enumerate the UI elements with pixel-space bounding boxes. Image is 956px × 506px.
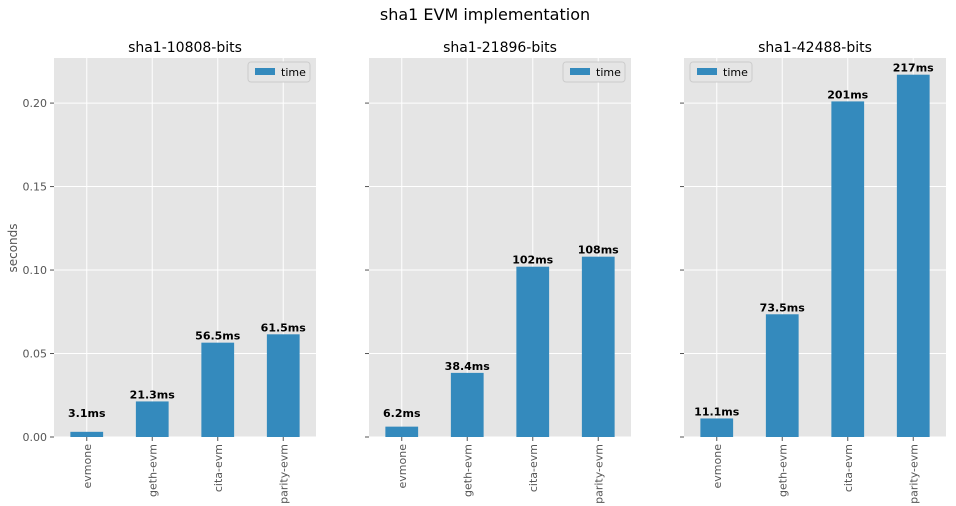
subplot-1: 0.00 0.05 0.10 0.15 0.20 3.1ms evmone 21.3ms get… <box>23 40 316 504</box>
bar-geth-evm <box>765 314 799 437</box>
legend-box <box>247 61 311 83</box>
legend-label: time <box>281 66 306 79</box>
x-tick-label: cita-evm <box>842 444 855 492</box>
x-tick-label: geth-evm <box>776 444 789 497</box>
data-label: 3.1ms <box>68 407 106 420</box>
data-label: 108ms <box>578 244 619 257</box>
bar-cita-evm <box>516 266 550 437</box>
bar-evmone <box>385 426 419 437</box>
y-tick-label: 0.00 <box>23 431 48 444</box>
bar-parity-evm <box>581 256 615 437</box>
x-tick-label: evmone <box>81 444 94 489</box>
data-label: 56.5ms <box>195 330 241 343</box>
legend-box <box>689 61 753 83</box>
subplot-title: sha1-10808-bits <box>128 40 242 56</box>
data-label: 102ms <box>512 254 553 267</box>
x-tick-label: cita-evm <box>212 444 225 492</box>
figure-title: sha1 EVM implementation <box>380 5 590 24</box>
data-label: 21.3ms <box>130 388 176 401</box>
data-label: 73.5ms <box>760 301 806 314</box>
legend: time <box>247 61 311 83</box>
x-tick-label: geth-evm <box>146 444 159 497</box>
bar-cita-evm <box>201 342 235 437</box>
x-tick-label: evmone <box>711 444 724 489</box>
data-label: 201ms <box>827 88 868 101</box>
bar-geth-evm <box>135 401 169 437</box>
bar-geth-evm <box>450 372 484 437</box>
subplot-2: 6.2ms evmone 38.4ms geth-evm 102ms cita-evm 10… <box>365 40 631 504</box>
data-label: 6.2ms <box>383 407 421 420</box>
bar-parity-evm <box>896 74 930 437</box>
legend-swatch <box>697 68 717 75</box>
data-label: 38.4ms <box>445 360 491 373</box>
bar-cita-evm <box>831 101 865 437</box>
y-axis-label: seconds <box>6 223 20 272</box>
x-tick-label: parity-evm <box>592 444 605 504</box>
legend-label: time <box>596 66 621 79</box>
subplot-title: sha1-21896-bits <box>443 40 557 56</box>
x-tick-label: parity-evm <box>907 444 920 504</box>
legend: time <box>689 61 753 83</box>
y-tick-label: 0.15 <box>23 181 48 194</box>
legend-box <box>562 61 626 83</box>
subplot-title: sha1-42488-bits <box>758 40 872 56</box>
bar-evmone <box>70 431 104 437</box>
x-tick-label: geth-evm <box>461 444 474 497</box>
x-tick-label: parity-evm <box>277 444 290 504</box>
data-label: 61.5ms <box>261 321 307 334</box>
legend-swatch <box>255 68 275 75</box>
bar-evmone <box>700 418 734 437</box>
y-tick-label: 0.05 <box>23 348 48 361</box>
legend-label: time <box>723 66 748 79</box>
x-tick-label: cita-evm <box>527 444 540 492</box>
bar-parity-evm <box>266 334 300 437</box>
y-tick-label: 0.10 <box>23 264 48 277</box>
x-tick-label: evmone <box>396 444 409 489</box>
subplot-3: 11.1ms evmone 73.5ms geth-evm 201ms cita-evm 2… <box>680 40 946 504</box>
legend-swatch <box>570 68 590 75</box>
data-label: 217ms <box>893 62 934 75</box>
legend: time <box>562 61 626 83</box>
data-label: 11.1ms <box>694 405 740 418</box>
y-tick-label: 0.20 <box>23 97 48 110</box>
